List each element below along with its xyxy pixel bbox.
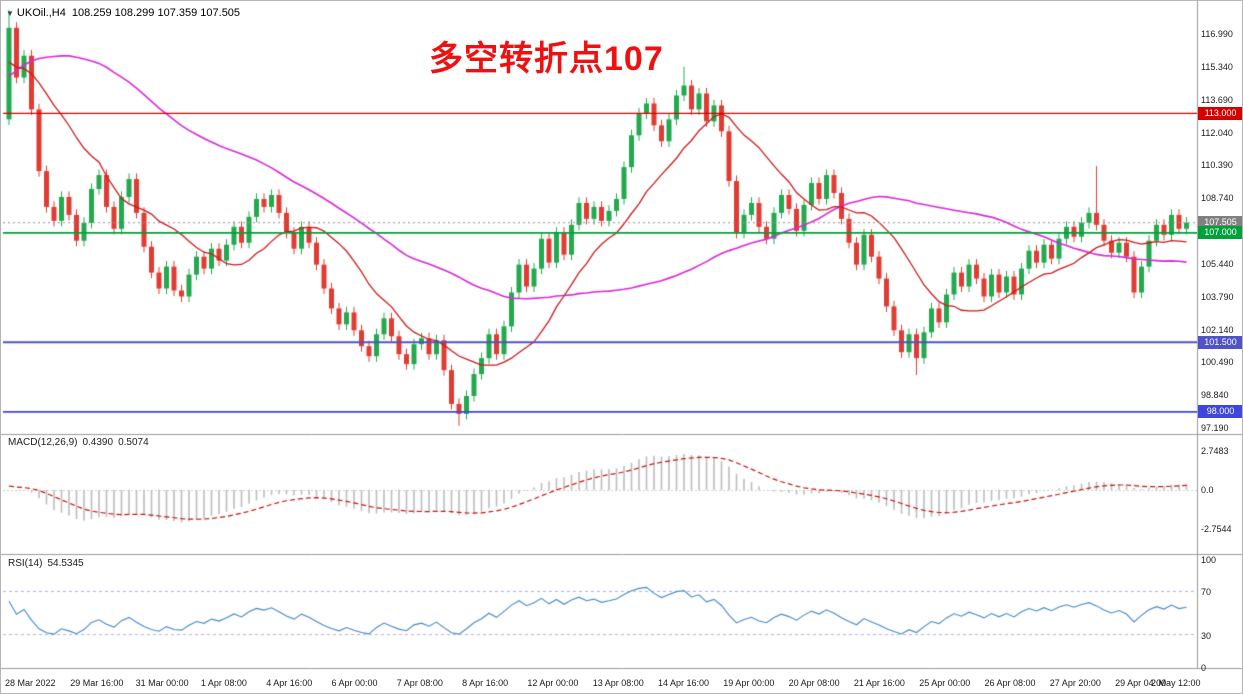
time-axis-label: 31 Mar 00:00 xyxy=(135,678,189,688)
symbol-dropdown-icon[interactable]: ▼ xyxy=(6,9,14,18)
price-axis-tick: 113.690 xyxy=(1201,94,1233,105)
chart-text-annotation[interactable]: 多空转折点107 xyxy=(429,40,664,78)
rsi-axis-tick: 30 xyxy=(1201,630,1212,641)
time-axis-label: 6 Apr 00:00 xyxy=(331,678,378,688)
price-tag-101.500: 101.500 xyxy=(1198,335,1242,349)
time-axis-label: 12 Apr 00:00 xyxy=(527,678,579,688)
time-axis-label: 2 May 12:00 xyxy=(1151,678,1201,688)
price-axis-tick: 103.790 xyxy=(1201,291,1234,302)
price-axis-tick: 97.190 xyxy=(1201,423,1229,433)
time-axis-label: 4 Apr 16:00 xyxy=(266,678,313,688)
price-axis-tick: 110.390 xyxy=(1201,160,1233,171)
price-axis-tick: 108.740 xyxy=(1201,193,1234,204)
macd-main-value: 0.4390 xyxy=(82,437,114,448)
price-axis-tick: 105.440 xyxy=(1201,258,1234,269)
macd-indicator-label: MACD(12,26,9) 0.4390 0.5074 xyxy=(8,437,149,448)
time-axis-label: 8 Apr 16:00 xyxy=(462,678,509,688)
time-axis-label: 21 Apr 16:00 xyxy=(853,678,905,688)
rsi-value: 54.5345 xyxy=(47,558,84,569)
macd-name: MACD(12,26,9) xyxy=(8,437,78,448)
time-axis-label: 19 Apr 00:00 xyxy=(723,678,775,688)
price-axis-tick: 102.140 xyxy=(1201,324,1234,335)
time-axis-label: 26 Apr 08:00 xyxy=(984,678,1036,688)
rsi-axis-tick: 100 xyxy=(1201,555,1217,565)
time-axis-label: 29 Apr 04:00 xyxy=(1115,678,1167,688)
rsi-name: RSI(14) xyxy=(8,558,43,569)
price-axis-tick: 112.040 xyxy=(1201,127,1233,138)
price-axis-tick: 116.990 xyxy=(1201,29,1233,39)
price-axis-tick: 98.840 xyxy=(1201,390,1229,401)
time-axis-label: 29 Mar 16:00 xyxy=(70,678,124,688)
rsi-axis-tick: 0 xyxy=(1201,663,1207,673)
macd-axis-tick: -2.7544 xyxy=(1201,524,1232,535)
time-axis-label: 14 Apr 16:00 xyxy=(658,678,710,688)
price-tag-107.505: 107.505 xyxy=(1198,216,1242,230)
price-tag-107.000: 107.000 xyxy=(1198,226,1242,240)
macd-signal-value: 0.5074 xyxy=(118,437,149,448)
price-axis-tick: 115.340 xyxy=(1201,61,1233,72)
ohlc-values: 108.259 108.299 107.359 107.505 xyxy=(71,7,241,19)
time-axis-label: 7 Apr 08:00 xyxy=(396,678,443,688)
time-axis-label: 1 Apr 08:00 xyxy=(200,678,247,688)
chart-title: ▼ UKOil.,H4 108.259 108.299 107.359 107.50… xyxy=(6,7,240,19)
price-tag-98.000: 98.000 xyxy=(1198,405,1242,419)
time-axis-label: 25 Apr 00:00 xyxy=(919,678,971,688)
time-axis-label: 20 Apr 08:00 xyxy=(788,678,840,688)
time-axis-label: 27 Apr 20:00 xyxy=(1049,678,1101,688)
rsi-indicator-label: RSI(14) 54.5345 xyxy=(8,558,84,569)
rsi-axis-tick: 70 xyxy=(1201,587,1212,598)
symbol-period-label: UKOil.,H4 xyxy=(16,7,66,19)
macd-axis-tick: 0.0 xyxy=(1201,485,1214,495)
price-axis-tick: 100.490 xyxy=(1201,357,1234,368)
macd-axis-tick: 2.7483 xyxy=(1201,445,1229,456)
time-axis-label: 13 Apr 08:00 xyxy=(592,678,644,688)
time-axis-label: 28 Mar 2022 xyxy=(5,678,56,688)
price-tag-113.000: 113.000 xyxy=(1198,106,1242,120)
